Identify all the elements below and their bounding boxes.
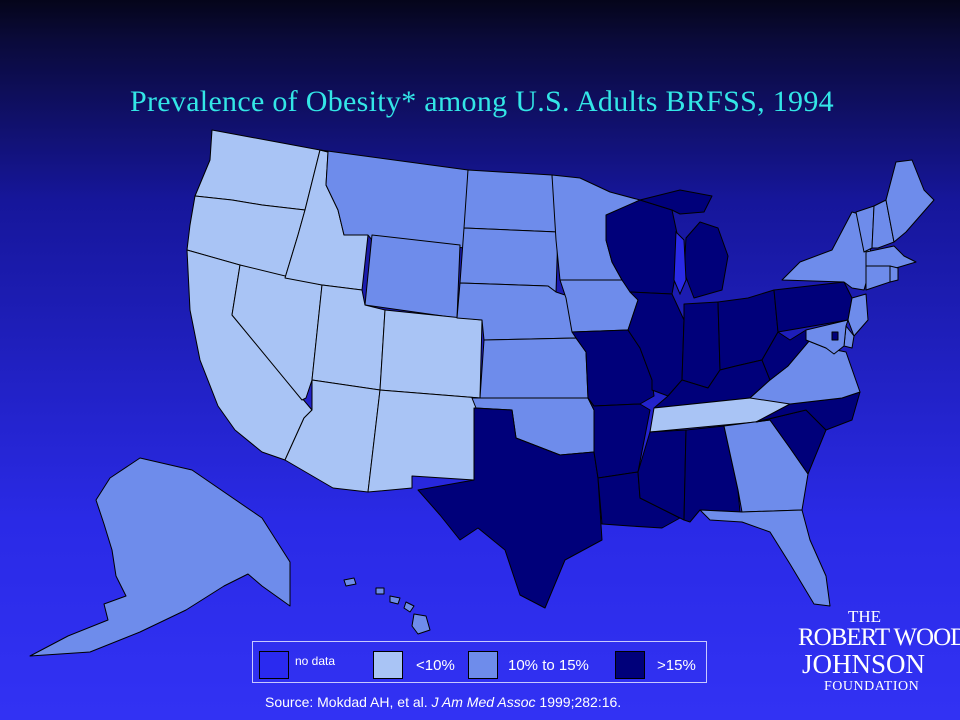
logo-line-robert-wood: ROBERT WOOD — [798, 624, 960, 651]
source-prefix: Source: Mokdad AH, et al. — [265, 694, 432, 710]
state-IL — [627, 291, 685, 397]
state-CT — [865, 265, 891, 291]
state-ND — [463, 169, 559, 233]
legend-label-lt10: <10% — [416, 657, 455, 674]
state-ME — [885, 159, 935, 243]
legend-swatch-10-15 — [468, 651, 498, 679]
state-SD — [459, 227, 559, 293]
map-legend: no data <10% 10% to 15% >15% — [252, 641, 707, 683]
logo-line-johnson: JOHNSON — [802, 649, 926, 679]
state-CO — [379, 309, 483, 399]
state-IN — [681, 301, 721, 389]
legend-swatch-no-data — [259, 651, 289, 679]
source-citation: Source: Mokdad AH, et al. J Am Med Assoc… — [265, 694, 621, 710]
state-MA — [865, 245, 917, 269]
state-HI — [343, 577, 431, 635]
state-NM — [367, 389, 481, 493]
state-FL — [699, 509, 831, 607]
lake-michigan — [673, 230, 687, 296]
state-IA — [559, 279, 639, 333]
legend-label-no-data: no data — [295, 654, 336, 668]
logo-line-the: THE — [848, 607, 882, 626]
legend-swatch-gt15 — [615, 651, 645, 679]
state-TX — [417, 407, 603, 609]
source-suffix: 1999;282:16. — [535, 694, 622, 710]
page-title: Prevalence of Obesity* among U.S. Adults… — [130, 85, 834, 118]
source-journal: J Am Med Assoc — [431, 694, 536, 710]
legend-swatch-lt10 — [373, 651, 403, 679]
legend-label-gt15: >15% — [657, 657, 696, 674]
state-KS — [479, 337, 589, 399]
state-NJ — [847, 293, 869, 337]
legend-label-10-15: 10% to 15% — [508, 657, 589, 674]
state-WY — [364, 234, 461, 319]
state-MD — [805, 319, 849, 355]
state-AK — [29, 457, 291, 657]
rwj-foundation-logo: THE ROBERT WOOD JOHNSON FOUNDATION — [796, 607, 960, 699]
state-NH — [871, 199, 895, 249]
state-DC — [831, 331, 839, 341]
state-RI — [889, 265, 899, 283]
logo-line-foundation: FOUNDATION — [824, 679, 920, 694]
